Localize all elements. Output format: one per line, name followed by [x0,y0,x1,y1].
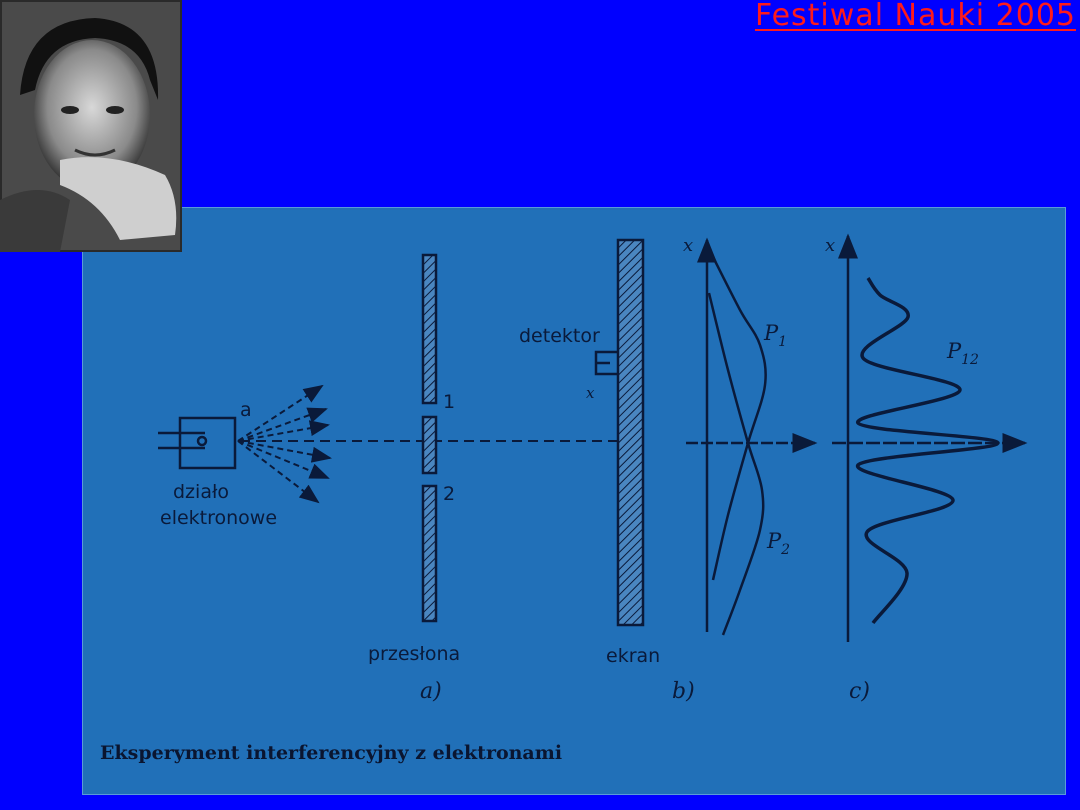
header-title: Festiwal Nauki 2005 [754,0,1076,33]
p2-curve [707,292,765,636]
gun-cathode [196,435,208,447]
gun-label-line1: działo [173,481,229,503]
p1-label: P1 [763,321,787,350]
axis-c-x-label: x [825,235,835,256]
barrier-label: przesłona [368,643,460,665]
gun-label-line2: elektronowe [160,507,277,529]
electron-spray-arrows [237,384,332,504]
axis-b-x-label: x [683,235,693,256]
detector-label: detektor [519,325,600,347]
electron-gun [178,416,237,470]
portrait-image [0,0,182,252]
diagram-caption: Eksperyment interferencyjny z elektronam… [100,742,563,764]
screen-label: ekran [606,645,660,667]
detector-x-label: x [586,384,595,402]
p12-label: P12 [946,339,979,368]
part-b-label: b) [672,679,695,704]
p1-curve [710,254,767,581]
part-a-label: a) [420,679,442,704]
detector [594,350,617,376]
slit-2-label: 2 [443,483,455,505]
screen [616,238,645,627]
portrait-photo [0,0,182,252]
slit-1-label: 1 [443,391,455,413]
source-label: a [240,399,252,421]
p12-curve [856,276,1000,625]
barrier [421,253,438,623]
p2-label: P2 [766,529,790,558]
diagram-panel [82,207,1066,795]
part-c-label: c) [849,679,870,704]
